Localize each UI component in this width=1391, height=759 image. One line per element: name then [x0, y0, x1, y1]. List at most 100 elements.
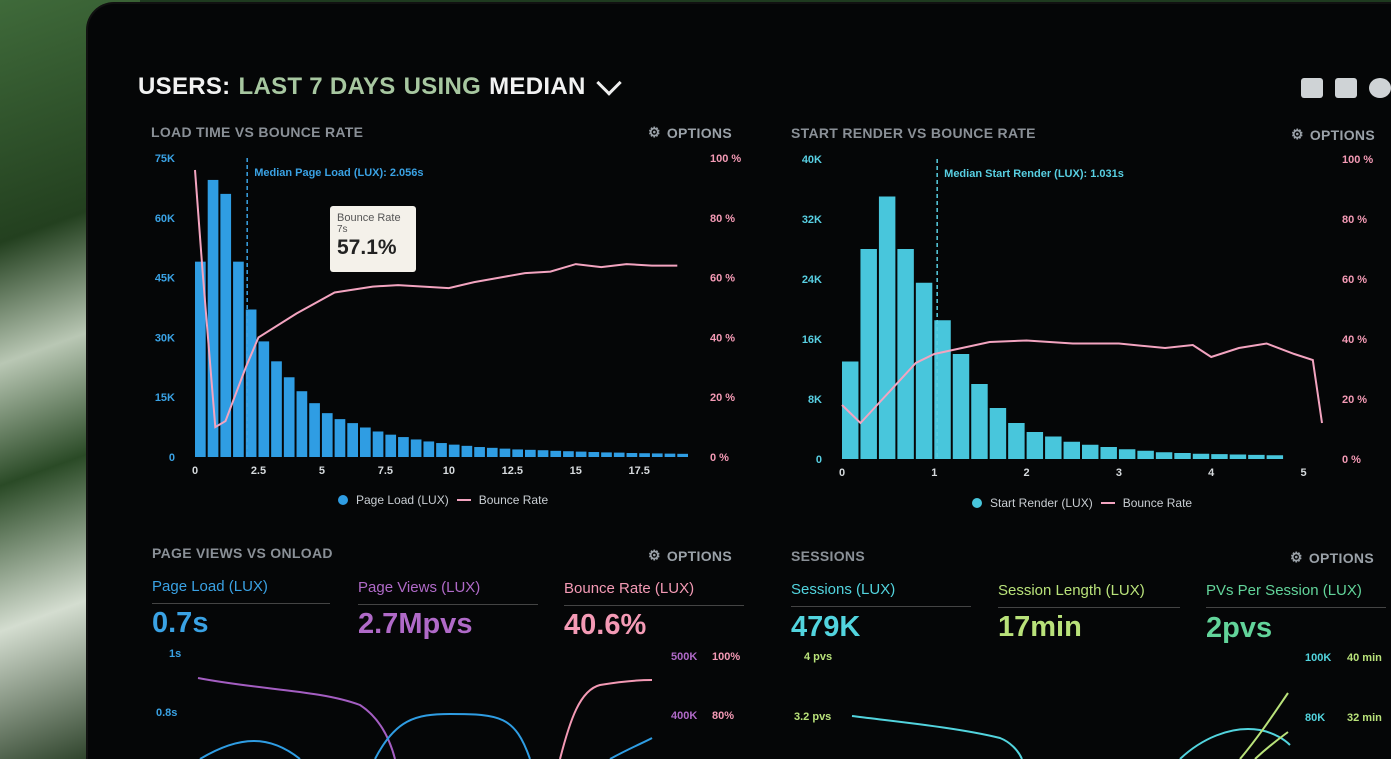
- header-period-label: LAST 7 DAYS: [238, 73, 396, 100]
- kpi-value-page-load: 0.7s: [152, 607, 209, 639]
- options-button-start-render[interactable]: ⚙ OPTIONS: [1291, 126, 1375, 143]
- histogram-bar: [639, 453, 650, 457]
- histogram-bar: [1155, 452, 1173, 459]
- header-using-label: USING: [403, 73, 482, 100]
- panel-title-page-views: PAGE VIEWS VS ONLOAD: [152, 545, 333, 561]
- histogram-bar: [1192, 453, 1210, 459]
- axis-tick: 3.2 pvs: [794, 711, 832, 723]
- y-axis-tick: 40K: [802, 154, 822, 166]
- histogram-bar: [283, 377, 295, 457]
- x-axis-tick: 4: [1208, 467, 1215, 479]
- x-axis-tick: 5: [1300, 467, 1306, 479]
- histogram-bar: [1229, 454, 1247, 459]
- y2-axis-tick: 60 %: [1342, 274, 1367, 286]
- histogram-bar: [563, 451, 574, 457]
- axis-tick: 1s: [169, 648, 182, 660]
- bounce-rate-line: [194, 169, 678, 429]
- y-axis-tick: 60K: [155, 213, 175, 225]
- histogram-bar: [1008, 423, 1025, 459]
- histogram-bar: [1100, 447, 1117, 459]
- histogram-bar: [436, 443, 447, 457]
- legend-start-render: Start Render (LUX) Bounce Rate: [972, 496, 1192, 510]
- histogram-bar: [1026, 432, 1044, 459]
- axis-tick: 400K: [671, 710, 698, 722]
- legend-dot-icon: [972, 498, 982, 508]
- histogram-bar: [934, 320, 951, 459]
- dashboard-header[interactable]: USERS: LAST 7 DAYS USING MEDIAN: [138, 70, 622, 104]
- histogram-bar: [220, 193, 232, 457]
- y2-axis-tick: 100 %: [1342, 154, 1373, 166]
- top-toolbar: [1301, 78, 1391, 98]
- session-length-line: [1254, 731, 1289, 759]
- share-icon[interactable]: [1335, 78, 1357, 98]
- bounce-rate-tooltip: Bounce Rate 7s 57.1%: [330, 206, 416, 272]
- histogram-bar: [952, 354, 970, 459]
- x-axis-tick: 2: [1024, 467, 1030, 479]
- gear-icon: ⚙: [1291, 126, 1304, 142]
- histogram-bar: [410, 439, 422, 457]
- panel-title-load-time: LOAD TIME VS BOUNCE RATE: [151, 124, 364, 140]
- histogram-bar: [512, 449, 523, 457]
- median-label: Median Start Render (LUX): 1.031s: [944, 168, 1124, 180]
- help-icon[interactable]: [1369, 78, 1391, 98]
- axis-tick: 40 min: [1347, 652, 1382, 664]
- legend-load-time: Page Load (LUX) Bounce Rate: [338, 493, 548, 507]
- y-axis-tick: 16K: [802, 334, 822, 346]
- x-axis-tick: 2.5: [251, 465, 266, 477]
- options-button-page-views[interactable]: ⚙ OPTIONS: [648, 547, 732, 564]
- histogram-bar: [360, 427, 371, 457]
- kpi-label-session-length: Session Length (LUX): [998, 582, 1180, 608]
- kpi-label-sessions: Sessions (LUX): [791, 581, 971, 607]
- histogram-bar: [499, 448, 511, 457]
- bounce-rate-trend-line: [559, 679, 653, 759]
- x-axis-tick: 7.5: [378, 465, 393, 477]
- histogram-bar: [613, 452, 625, 457]
- histogram-bar: [601, 452, 612, 457]
- histogram-bar: [1248, 454, 1265, 459]
- y2-axis-tick: 40 %: [710, 332, 735, 344]
- x-axis-tick: 15: [570, 465, 582, 477]
- tooltip-sub: 7s: [337, 224, 348, 235]
- legend-line-label: Bounce Rate: [1122, 496, 1193, 510]
- y-axis-tick: 45K: [155, 273, 175, 285]
- y-axis-tick: 24K: [802, 274, 822, 286]
- y2-axis-tick: 100 %: [710, 153, 741, 165]
- page-views-line: [197, 677, 396, 759]
- panel-title-start-render: START RENDER VS BOUNCE RATE: [791, 125, 1036, 141]
- histogram-bar: [588, 452, 600, 457]
- y2-axis-tick: 0 %: [1342, 454, 1361, 466]
- histogram-bar: [233, 261, 244, 457]
- y-axis-tick: 30K: [155, 332, 175, 344]
- kpi-value-session-length: 17min: [998, 611, 1082, 643]
- options-button-load-time[interactable]: ⚙ OPTIONS: [648, 124, 732, 141]
- x-axis-tick: 10: [443, 465, 455, 477]
- panel-title-sessions: SESSIONS: [791, 548, 865, 564]
- histogram-bar: [525, 449, 536, 457]
- kpi-label-bounce-rate: Bounce Rate (LUX): [564, 580, 744, 606]
- y-axis-tick: 8K: [808, 394, 822, 406]
- histogram-bar: [550, 450, 562, 457]
- y-axis-tick: 75K: [155, 153, 175, 165]
- kpi-label-page-load: Page Load (LUX): [152, 578, 330, 604]
- options-button-sessions[interactable]: ⚙ OPTIONS: [1290, 549, 1374, 566]
- x-axis-tick: 0: [839, 467, 845, 479]
- kpi-label-pvs-per-session: PVs Per Session (LUX): [1206, 582, 1386, 608]
- legend-line-icon: [1100, 502, 1115, 504]
- axis-tick: 100%: [712, 651, 741, 663]
- kpi-value-sessions: 479K: [791, 611, 861, 643]
- histogram-bar: [971, 384, 988, 459]
- y-axis-tick: 15K: [155, 392, 175, 404]
- y-axis-tick: 32K: [802, 214, 822, 226]
- legend-line-icon: [456, 499, 471, 501]
- axis-tick: 0.8s: [156, 707, 178, 719]
- histogram-bar: [321, 413, 333, 457]
- histogram-bar: [207, 179, 219, 457]
- legend-line-label: Bounce Rate: [478, 493, 549, 507]
- monitor-icon[interactable]: [1301, 78, 1323, 98]
- histogram-bar: [1211, 454, 1228, 459]
- y2-axis-tick: 80 %: [710, 213, 735, 225]
- options-label: OPTIONS: [1308, 549, 1374, 566]
- histogram-bar: [1063, 441, 1080, 459]
- x-axis-tick: 17.5: [629, 465, 650, 477]
